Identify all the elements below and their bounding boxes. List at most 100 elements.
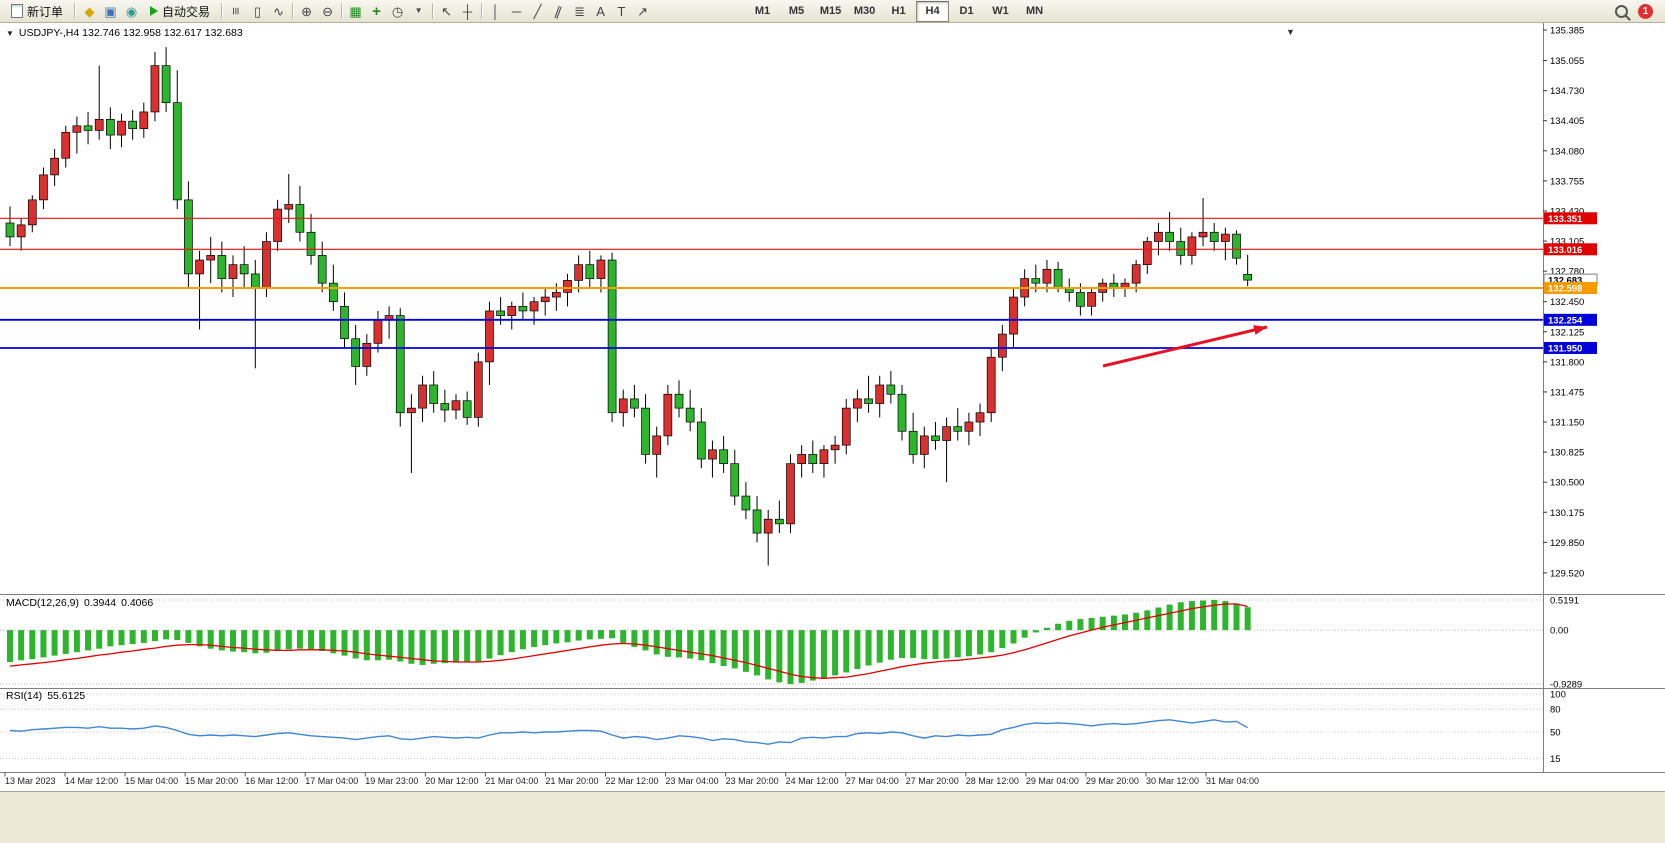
macd-signal-line: [9, 603, 1248, 679]
candle: [875, 375, 885, 418]
candle: [1209, 223, 1219, 251]
candle: [473, 352, 483, 427]
candle: [719, 435, 728, 473]
rsi-scale-label: 100: [1550, 690, 1566, 701]
candle: [908, 412, 918, 464]
svg-text:31 Mar 04:00: 31 Mar 04:00: [1206, 776, 1259, 786]
candle: [61, 125, 71, 168]
crosshair-icon[interactable]: ┼: [462, 3, 473, 19]
period-button-d1[interactable]: D1: [959, 5, 974, 17]
price-badge-text: 133.016: [1548, 245, 1582, 256]
vertical-line-icon[interactable]: │: [491, 3, 500, 19]
candle: [507, 301, 517, 330]
candle: [708, 440, 717, 478]
trend-arrow[interactable]: [1102, 325, 1268, 368]
svg-text:30 Mar 12:00: 30 Mar 12:00: [1146, 776, 1199, 786]
svg-text:23 Mar 20:00: 23 Mar 20:00: [726, 776, 779, 786]
candle: [1187, 232, 1197, 265]
svg-text:130.175: 130.175: [1550, 508, 1584, 519]
search-icon[interactable]: [1615, 4, 1628, 18]
candle: [295, 185, 305, 242]
period-button-m1[interactable]: M1: [754, 5, 771, 17]
svg-text:133.105: 133.105: [1550, 237, 1584, 248]
candle: [172, 70, 182, 210]
horizontal-line-icon[interactable]: ─: [511, 3, 522, 19]
candle: [563, 273, 572, 307]
arrows-tool-icon[interactable]: ↗: [637, 3, 648, 19]
candle: [540, 287, 550, 316]
candle: [853, 389, 862, 423]
candle: [618, 389, 628, 427]
market-watch-icon[interactable]: ◆: [84, 3, 95, 19]
candle: [786, 454, 795, 534]
bar-chart-icon[interactable]: ≡: [229, 7, 245, 15]
price-badge: [1544, 313, 1597, 326]
candle: [429, 371, 439, 413]
candle: [975, 403, 985, 436]
candle: [284, 173, 294, 224]
data-window-icon[interactable]: ◉: [125, 3, 138, 19]
candle: [395, 308, 405, 427]
periods-icon[interactable]: ◷: [391, 3, 404, 19]
candle: [94, 65, 104, 140]
period-button-mn[interactable]: MN: [1025, 5, 1044, 17]
one-click-trading-arrow[interactable]: ▼: [6, 28, 14, 38]
candle: [763, 509, 773, 566]
chart-canvas[interactable]: 135.385 135.055 134.730 134.405 134.080 133.7…: [0, 23, 1665, 843]
cursor-icon[interactable]: ↖: [441, 3, 452, 19]
text-label-icon[interactable]: T: [617, 3, 626, 19]
svg-text:130.825: 130.825: [1550, 448, 1584, 459]
svg-text:22 Mar 12:00: 22 Mar 12:00: [606, 776, 659, 786]
indicators-icon[interactable]: +: [372, 2, 381, 20]
equidistant-channel-icon[interactable]: ∥: [552, 2, 565, 20]
price-axis[interactable]: 135.385 135.055 134.730 134.405 134.080 133.7…: [1543, 26, 1584, 580]
candle: [72, 116, 82, 154]
notification-badge[interactable]: 1: [1638, 3, 1653, 19]
candle: [239, 246, 249, 288]
candle: [752, 496, 762, 543]
candle: [1220, 227, 1230, 261]
candlestick-chart-icon[interactable]: ▯: [253, 3, 262, 19]
period-button-m30[interactable]: M30: [853, 5, 876, 17]
new-order-button[interactable]: 新订单: [4, 1, 70, 21]
tile-windows-icon[interactable]: ▦: [349, 3, 362, 19]
candle: [16, 218, 26, 251]
period-button-m5[interactable]: M5: [788, 5, 805, 17]
candle: [273, 199, 282, 251]
macd-scale-label: -0.9289: [1550, 680, 1582, 691]
svg-text:17 Mar 04:00: 17 Mar 04:00: [305, 776, 358, 786]
line-chart-icon[interactable]: ∿: [273, 3, 284, 19]
svg-text:19 Mar 23:00: 19 Mar 23:00: [365, 776, 418, 786]
zoom-in-icon[interactable]: ⊕: [301, 3, 312, 19]
svg-text:29 Mar 20:00: 29 Mar 20:00: [1086, 776, 1139, 786]
svg-text:134.730: 134.730: [1550, 86, 1584, 97]
trendline-icon[interactable]: ╱: [533, 3, 542, 19]
text-icon[interactable]: A: [596, 3, 605, 19]
candle: [641, 394, 650, 464]
navigator-icon[interactable]: ▣: [104, 3, 117, 19]
candle: [830, 435, 840, 464]
candle: [228, 255, 238, 298]
fibonacci-icon[interactable]: ≣: [574, 3, 585, 19]
candle: [39, 167, 48, 210]
templates-icon[interactable]: ▼: [414, 6, 423, 15]
candle: [596, 255, 606, 293]
svg-text:15 Mar 04:00: 15 Mar 04:00: [125, 776, 178, 786]
svg-text:129.520: 129.520: [1550, 568, 1584, 579]
zoom-out-icon[interactable]: ⊖: [322, 3, 333, 19]
period-button-w1[interactable]: W1: [992, 5, 1009, 17]
chart-shift-marker-icon[interactable]: ▼: [1286, 27, 1295, 37]
svg-text:28 Mar 12:00: 28 Mar 12:00: [966, 776, 1019, 786]
autotrade-play-icon: [150, 6, 159, 16]
time-axis[interactable]: 13 Mar 2023 14 Mar 12:00 15 Mar 04:00 15 Ma…: [4, 772, 1259, 787]
symbol-ohlc-text: USDJPY-,H4 132.746 132.958 132.617 132.6…: [18, 27, 243, 39]
autotrading-button[interactable]: 自动交易: [143, 1, 217, 21]
svg-text:133.755: 133.755: [1550, 176, 1584, 187]
toolbar-separator: [221, 3, 223, 19]
period-button-h1[interactable]: H1: [891, 5, 906, 17]
candle: [161, 47, 171, 112]
period-button-h4[interactable]: H4: [916, 0, 950, 22]
svg-text:13 Mar 2023: 13 Mar 2023: [5, 776, 56, 786]
candle: [184, 181, 193, 288]
period-button-m15[interactable]: M15: [819, 5, 842, 17]
